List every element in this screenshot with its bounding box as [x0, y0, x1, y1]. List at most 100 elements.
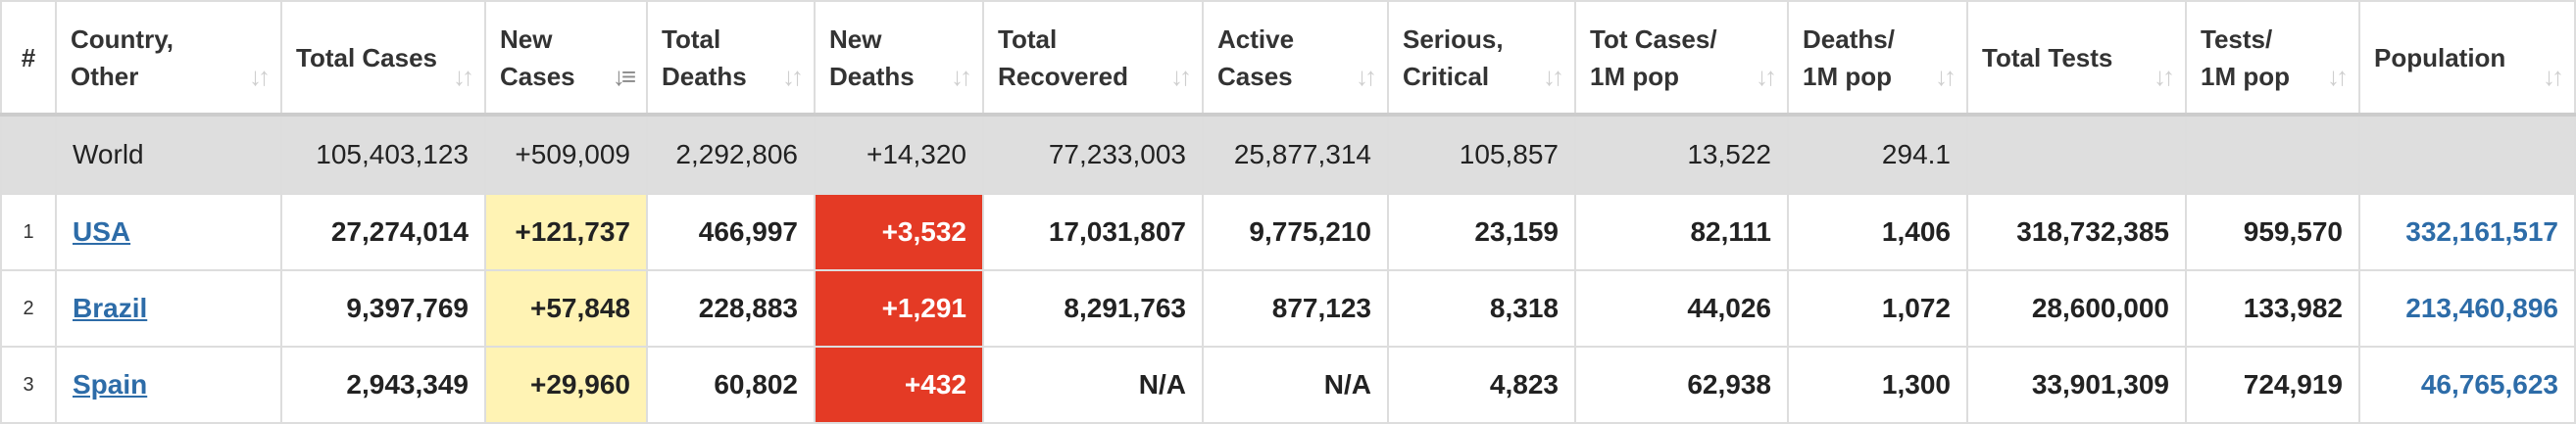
header-label: Total Cases [296, 42, 438, 72]
header-total-cases[interactable]: Total Cases ↓↑ [280, 0, 486, 117]
header-label: Active Cases [1217, 24, 1295, 91]
header-new-cases[interactable]: New Cases ↓≡ [484, 0, 648, 117]
population-cell [2358, 114, 2576, 195]
sort-icon[interactable]: ↓↑ [1756, 62, 1777, 91]
row-index: 2 [0, 269, 57, 348]
total-tests-cell: 28,600,000 [1966, 269, 2187, 348]
serious-critical-cell: 23,159 [1387, 193, 1576, 271]
tot-cases-1m-cell: 82,111 [1574, 193, 1789, 271]
sort-icon[interactable]: ↓↑ [1935, 62, 1957, 91]
tests-1m-cell: 133,982 [2185, 269, 2360, 348]
active-cases-cell: N/A [1202, 346, 1389, 424]
country-cell: Spain [55, 346, 282, 424]
tot-cases-1m-cell: 44,026 [1574, 269, 1789, 348]
header-row: # Country, Other ↓↑ Total Cases ↓↑ New Cas… [0, 0, 2576, 117]
sort-icon[interactable]: ↓↑ [951, 62, 972, 91]
table-row: 1 USA 27,274,014 +121,737 466,997 +3,532… [0, 193, 2576, 271]
header-label: # [21, 42, 36, 72]
country-link[interactable]: USA [73, 216, 131, 247]
new-deaths-cell: +432 [814, 346, 984, 424]
header-total-tests[interactable]: Total Tests ↓↑ [1966, 0, 2187, 117]
total-deaths-cell: 466,997 [646, 193, 816, 271]
row-index: 1 [0, 193, 57, 271]
sort-icon[interactable]: ↓↑ [453, 62, 474, 91]
population-cell: 213,460,896 [2358, 269, 2576, 348]
sort-icon[interactable]: ↓↑ [1170, 62, 1192, 91]
deaths-1m-cell: 1,406 [1787, 193, 1968, 271]
header-tot-cases-1m[interactable]: Tot Cases/ 1M pop ↓↑ [1574, 0, 1789, 117]
total-tests-cell: 318,732,385 [1966, 193, 2187, 271]
total-deaths-cell: 60,802 [646, 346, 816, 424]
header-label: Serious, Critical [1403, 24, 1504, 91]
new-cases-cell: +121,737 [484, 193, 648, 271]
header-tests-1m[interactable]: Tests/ 1M pop ↓↑ [2185, 0, 2360, 117]
country-name: World [55, 114, 282, 195]
tot-cases-1m-cell: 62,938 [1574, 346, 1789, 424]
serious-critical-cell: 105,857 [1387, 114, 1576, 195]
header-active-cases[interactable]: Active Cases ↓↑ [1202, 0, 1389, 117]
country-link[interactable]: Spain [73, 369, 148, 400]
country-link[interactable]: Brazil [73, 293, 148, 323]
header-label: New Deaths [829, 24, 915, 91]
new-cases-cell: +509,009 [484, 114, 648, 195]
population-cell: 46,765,623 [2358, 346, 2576, 424]
total-recovered-cell: N/A [982, 346, 1204, 424]
header-label: Country, Other [71, 24, 173, 91]
tot-cases-1m-cell: 13,522 [1574, 114, 1789, 195]
tests-1m-cell: 959,570 [2185, 193, 2360, 271]
world-total-row: World 105,403,123 +509,009 2,292,806 +14… [0, 114, 2576, 195]
total-recovered-cell: 77,233,003 [982, 114, 1204, 195]
header-new-deaths[interactable]: New Deaths ↓↑ [814, 0, 984, 117]
total-recovered-cell: 17,031,807 [982, 193, 1204, 271]
total-tests-cell: 33,901,309 [1966, 346, 2187, 424]
header-label: Tests/ 1M pop [2201, 24, 2290, 91]
header-index[interactable]: # [0, 0, 57, 117]
serious-critical-cell: 4,823 [1387, 346, 1576, 424]
header-country[interactable]: Country, Other ↓↑ [55, 0, 282, 117]
header-label: Population [2374, 42, 2506, 72]
row-index [0, 114, 57, 195]
table-row: 3 Spain 2,943,349 +29,960 60,802 +432 N/… [0, 346, 2576, 424]
new-deaths-cell: +3,532 [814, 193, 984, 271]
sort-icon[interactable]: ↓↑ [1356, 62, 1377, 91]
new-cases-cell: +57,848 [484, 269, 648, 348]
active-cases-cell: 877,123 [1202, 269, 1389, 348]
total-deaths-cell: 2,292,806 [646, 114, 816, 195]
new-deaths-cell: +14,320 [814, 114, 984, 195]
header-label: Tot Cases/ 1M pop [1590, 24, 1717, 91]
tests-1m-cell: 724,919 [2185, 346, 2360, 424]
deaths-1m-cell: 294.1 [1787, 114, 1968, 195]
header-total-recovered[interactable]: Total Recovered ↓↑ [982, 0, 1204, 117]
header-label: Total Tests [1982, 42, 2113, 72]
total-cases-cell: 27,274,014 [280, 193, 486, 271]
deaths-1m-cell: 1,300 [1787, 346, 1968, 424]
country-cell: USA [55, 193, 282, 271]
sort-icon[interactable]: ↓↑ [1543, 62, 1564, 91]
sort-icon[interactable]: ↓↑ [782, 62, 804, 91]
country-cell: Brazil [55, 269, 282, 348]
header-serious-critical[interactable]: Serious, Critical ↓↑ [1387, 0, 1576, 117]
header-deaths-1m[interactable]: Deaths/ 1M pop ↓↑ [1787, 0, 1968, 117]
serious-critical-cell: 8,318 [1387, 269, 1576, 348]
header-total-deaths[interactable]: Total Deaths ↓↑ [646, 0, 816, 117]
header-population[interactable]: Population ↓↑ [2358, 0, 2576, 117]
sort-icon[interactable]: ↓↑ [2327, 62, 2349, 91]
total-cases-cell: 9,397,769 [280, 269, 486, 348]
new-deaths-cell: +1,291 [814, 269, 984, 348]
active-cases-cell: 9,775,210 [1202, 193, 1389, 271]
sort-icon[interactable]: ↓↑ [249, 62, 271, 91]
total-cases-cell: 2,943,349 [280, 346, 486, 424]
new-cases-cell: +29,960 [484, 346, 648, 424]
header-label: New Cases [500, 24, 575, 91]
row-index: 3 [0, 346, 57, 424]
sort-icon[interactable]: ↓↑ [2543, 62, 2564, 91]
total-recovered-cell: 8,291,763 [982, 269, 1204, 348]
tests-1m-cell [2185, 114, 2360, 195]
sort-desc-active-icon[interactable]: ↓≡ [612, 62, 636, 91]
table-row: 2 Brazil 9,397,769 +57,848 228,883 +1,29… [0, 269, 2576, 348]
header-label: Total Recovered [998, 24, 1128, 91]
header-label: Total Deaths [662, 24, 747, 91]
total-tests-cell [1966, 114, 2187, 195]
sort-icon[interactable]: ↓↑ [2154, 62, 2175, 91]
